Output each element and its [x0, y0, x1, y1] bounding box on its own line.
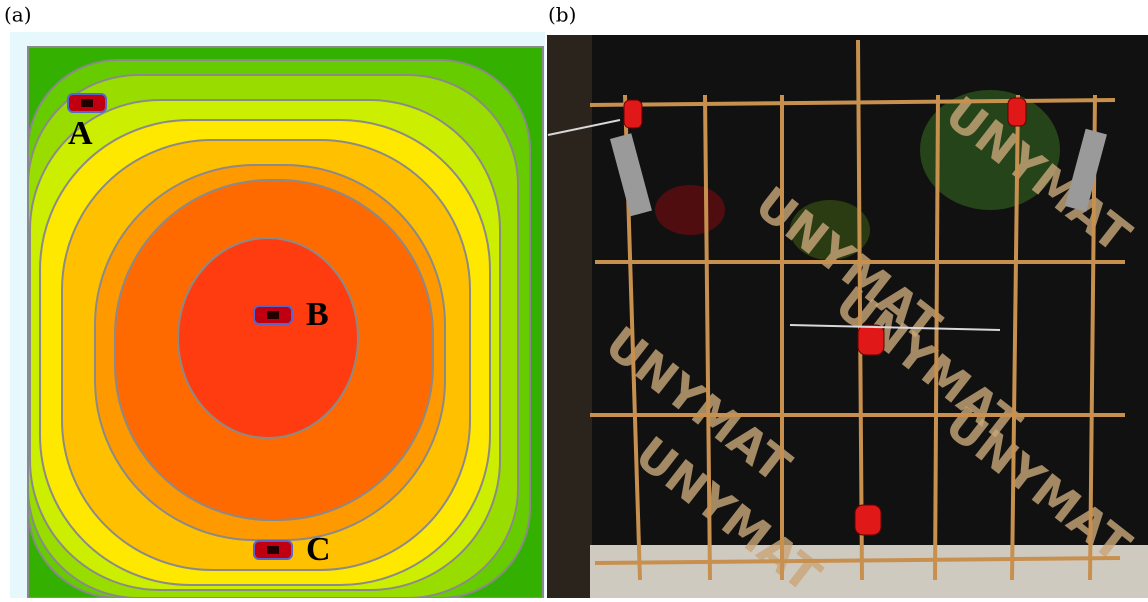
sensor-label: B — [306, 296, 329, 333]
sensor-label: A — [68, 115, 93, 152]
photo: UNYMAT UNYMAT UNYMAT UNYMAT UNYMAT UNYMA… — [547, 35, 1148, 598]
panel-label: (a) — [4, 3, 32, 27]
figure: (a) (b) A B C UNYMAT UNYMAT UNYMAT UNYMA… — [0, 0, 1148, 598]
panel-label: (b) — [548, 3, 576, 27]
sensor-label: C — [306, 531, 331, 568]
